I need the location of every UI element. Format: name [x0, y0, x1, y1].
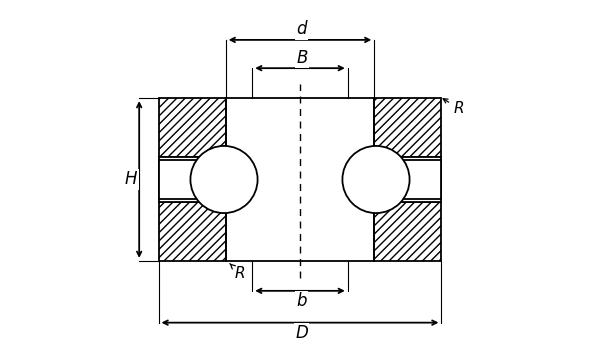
Polygon shape [158, 160, 208, 199]
Polygon shape [158, 157, 226, 202]
Text: B: B [296, 48, 307, 66]
Polygon shape [392, 160, 442, 199]
Text: d: d [296, 20, 307, 38]
Polygon shape [374, 157, 442, 202]
Polygon shape [158, 98, 226, 157]
Polygon shape [226, 160, 240, 199]
Polygon shape [374, 98, 442, 157]
Polygon shape [158, 202, 226, 261]
Text: H: H [125, 171, 137, 188]
Polygon shape [360, 160, 374, 199]
Ellipse shape [343, 146, 410, 213]
Text: R: R [230, 264, 245, 281]
Polygon shape [374, 202, 442, 261]
Text: R: R [443, 99, 464, 116]
Text: b: b [296, 293, 307, 311]
Ellipse shape [190, 146, 257, 213]
Text: D: D [295, 324, 308, 342]
